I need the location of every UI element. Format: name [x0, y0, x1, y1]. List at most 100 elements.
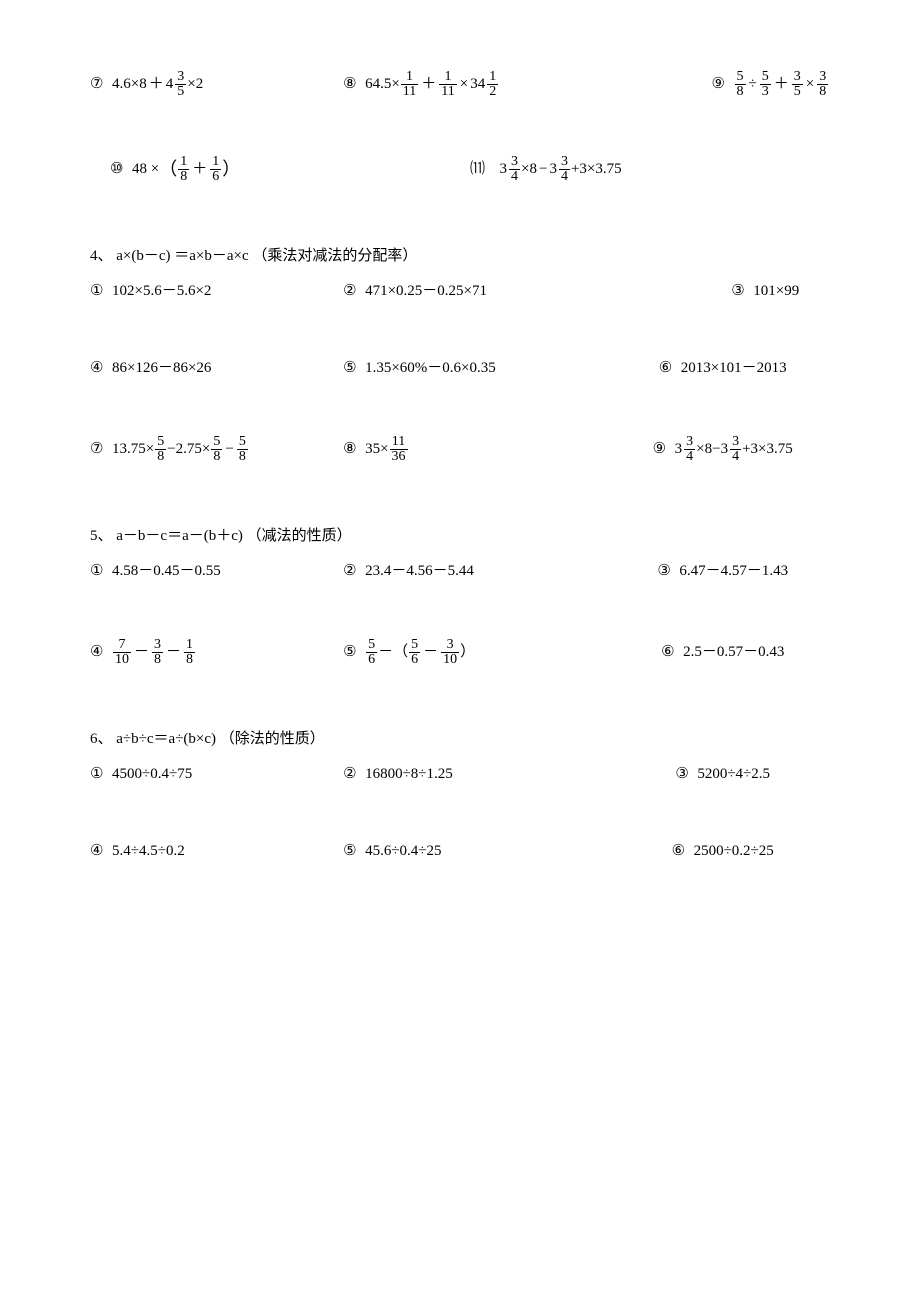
frac: 58: [735, 70, 746, 99]
frac: 58: [155, 435, 166, 464]
frac: 56: [409, 638, 420, 667]
expr: 86×126－86×26: [112, 358, 211, 379]
frac: 1136: [390, 435, 408, 464]
expr: 35× 1136: [365, 435, 408, 464]
mixed-frac: 3 34: [675, 435, 697, 464]
section-5-title: 5、 a－b－c＝a－(b＋c) （减法的性质）: [90, 524, 850, 545]
expr: 2.5－0.57－0.43: [683, 642, 784, 663]
sec6-p4: ④5.4÷4.5÷0.2: [90, 841, 343, 862]
expr-8: 64.5× 111 ＋ 111 × 34 12: [365, 70, 499, 99]
expr: 102×5.6－5.6×2: [112, 281, 211, 302]
expr: 4500÷0.4÷75: [112, 764, 192, 785]
sec6-p3: ③5200÷4÷2.5: [596, 764, 849, 785]
lead: 48 ×: [132, 159, 159, 180]
op: ×8−: [696, 439, 720, 460]
frac: 38: [152, 638, 163, 667]
sec4-p1: ①102×5.6－5.6×2: [90, 281, 343, 302]
sec5-p2: ②23.4－4.56－5.44: [343, 561, 596, 582]
expr: 1.35×60%－0.6×0.35: [365, 358, 496, 379]
op: －: [134, 642, 149, 663]
sec5-row1: ①4.58－0.45－0.55 ②23.4－4.56－5.44 ③6.47－4.…: [90, 561, 850, 582]
op: ×8: [521, 159, 537, 180]
circle-10: ⑩: [110, 159, 128, 180]
frac: 710: [113, 638, 131, 667]
sec4-p2: ②471×0.25－0.25×71: [343, 281, 596, 302]
lead: 13.75×: [112, 439, 154, 460]
expr: 6.47－4.57－1.43: [679, 561, 788, 582]
frac: 18: [178, 155, 189, 184]
sec4-row3: ⑦ 13.75× 58 −2.75× 58 − 58 ⑧ 35× 1136 ⑨ …: [90, 435, 850, 464]
expr-11: 3 34 ×8 − 3 34 +3×3.75: [500, 155, 622, 184]
frac: 53: [760, 70, 771, 99]
problem-11: ⑾ 3 34 ×8 − 3 34 +3×3.75: [470, 155, 850, 184]
expr: 13.75× 58 −2.75× 58 − 58: [112, 435, 249, 464]
circle-8: ⑧: [343, 74, 361, 95]
den: 5: [175, 85, 186, 99]
lead: 64.5×: [365, 74, 400, 95]
mixed-frac: 4 35: [166, 70, 188, 99]
section-4-title: 4、 a×(b－c) ＝a×b－a×c （乘法对减法的分配率）: [90, 244, 850, 265]
op: −2.75×: [167, 439, 210, 460]
circle-4: ④: [90, 841, 108, 862]
sec4-row1: ①102×5.6－5.6×2 ②471×0.25－0.25×71 ③101×99: [90, 281, 850, 302]
lead: 4.6×8: [112, 74, 147, 95]
sec4-p5: ⑤1.35×60%－0.6×0.35: [343, 358, 596, 379]
circle-4: ④: [90, 642, 108, 663]
sec6-p1: ①4500÷0.4÷75: [90, 764, 343, 785]
op: −: [225, 439, 233, 460]
sec6-row1: ①4500÷0.4÷75 ②16800÷8÷1.25 ③5200÷4÷2.5: [90, 764, 850, 785]
mixed-frac: 3 34: [721, 435, 743, 464]
sec5-p3: ③6.47－4.57－1.43: [596, 561, 849, 582]
expr: 5.4÷4.5÷0.2: [112, 841, 185, 862]
lead: 35×: [365, 439, 388, 460]
op: －: [423, 642, 438, 663]
circle-8: ⑧: [343, 439, 361, 460]
circle-11: ⑾: [470, 159, 488, 180]
circle-7: ⑦: [90, 439, 108, 460]
sec5-p6: ⑥2.5－0.57－0.43: [596, 638, 849, 667]
sec4-p6: ⑥2013×101－2013: [596, 358, 849, 379]
whole: 34: [470, 74, 485, 95]
circle-3: ③: [657, 561, 675, 582]
sec4-p3: ③101×99: [596, 281, 849, 302]
sec4-row2: ④86×126－86×26 ⑤1.35×60%－0.6×0.35 ⑥2013×1…: [90, 358, 850, 379]
circle-5: ⑤: [343, 642, 361, 663]
tail: ×2: [187, 74, 203, 95]
circle-3: ③: [731, 281, 749, 302]
circle-3: ③: [675, 764, 693, 785]
frac: 18: [184, 638, 195, 667]
expr: 710 － 38 － 18: [112, 638, 196, 667]
sec4-p8: ⑧ 35× 1136: [343, 435, 596, 464]
expr: 23.4－4.56－5.44: [365, 561, 474, 582]
circle-4: ④: [90, 358, 108, 379]
circle-1: ①: [90, 281, 108, 302]
expr: 5200÷4÷2.5: [697, 764, 770, 785]
expr: 3 34 ×8− 3 34 +3×3.75: [675, 435, 793, 464]
mixed-frac: 3 34: [500, 155, 522, 184]
op: ＋: [774, 74, 789, 95]
frac: 16: [210, 155, 221, 184]
frac: 58: [237, 435, 248, 464]
expr: 2500÷0.2÷25: [694, 841, 774, 862]
circle-1: ①: [90, 561, 108, 582]
sec4-p7: ⑦ 13.75× 58 −2.75× 58 − 58: [90, 435, 343, 464]
circle-9: ⑨: [712, 74, 730, 95]
paren: ）: [222, 157, 240, 182]
circle-7: ⑦: [90, 74, 108, 95]
circle-6: ⑥: [661, 642, 679, 663]
op: ×: [460, 74, 468, 95]
circle-2: ②: [343, 561, 361, 582]
op: －（: [378, 642, 408, 663]
circle-6: ⑥: [659, 358, 677, 379]
expr: 45.6÷0.4÷25: [365, 841, 441, 862]
circle-6: ⑥: [672, 841, 690, 862]
frac: 111: [401, 70, 418, 99]
sec4-p4: ④86×126－86×26: [90, 358, 343, 379]
op: ÷: [749, 74, 757, 95]
circle-2: ②: [343, 764, 361, 785]
problem-10: ⑩ 48 × （ 18 ＋ 16 ）: [90, 155, 470, 184]
row-sec-cont-7-8-9: ⑦ 4.6×8 ＋ 4 35 ×2 ⑧ 64.5× 111 ＋ 111 × 34…: [90, 70, 850, 99]
tail: +3×3.75: [571, 159, 622, 180]
frac: 58: [211, 435, 222, 464]
expr-9: 58 ÷ 53 ＋ 35 × 38: [734, 70, 830, 99]
